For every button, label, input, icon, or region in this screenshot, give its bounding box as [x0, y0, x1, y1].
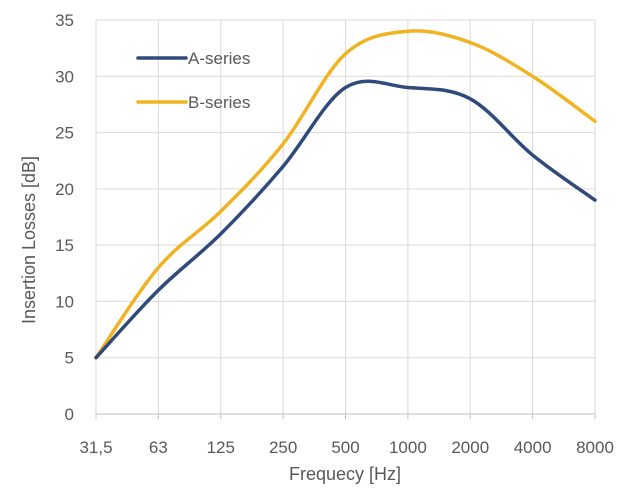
x-tick-label: 2000	[451, 438, 489, 457]
legend-label-b-series: B-series	[188, 93, 250, 112]
x-tick-label: 63	[149, 438, 168, 457]
y-tick-label: 35	[55, 11, 74, 30]
x-tick-label: 8000	[576, 438, 614, 457]
y-tick-label: 30	[55, 67, 74, 86]
x-tick-label: 31,5	[79, 438, 112, 457]
y-axis-label: Insertion Losses [dB]	[19, 156, 39, 324]
legend: A-series B-series	[136, 49, 250, 112]
x-tick-label: 4000	[514, 438, 552, 457]
y-tick-label: 5	[65, 349, 74, 368]
series-line-b-series	[94, 29, 597, 360]
y-tick-label: 0	[65, 405, 74, 424]
tick-labels: 0 5 10 15 20 25 30 35 31,5 63 125 250 500 1000 2000 400…	[55, 11, 614, 457]
x-tick-label: 250	[269, 438, 297, 457]
axes	[95, 413, 596, 419]
y-tick-label: 15	[55, 236, 74, 255]
x-tick-label: 125	[207, 438, 235, 457]
y-tick-label: 20	[55, 180, 74, 199]
x-tick-label: 500	[331, 438, 359, 457]
x-axis-label: Frequecy [Hz]	[289, 464, 401, 484]
y-tick-label: 25	[55, 124, 74, 143]
grid-lines	[95, 19, 596, 414]
y-tick-label: 10	[55, 292, 74, 311]
series-lines	[94, 29, 597, 360]
legend-label-a-series: A-series	[188, 49, 250, 68]
series-line-a-series	[94, 79, 597, 360]
x-tick-label: 1000	[389, 438, 427, 457]
